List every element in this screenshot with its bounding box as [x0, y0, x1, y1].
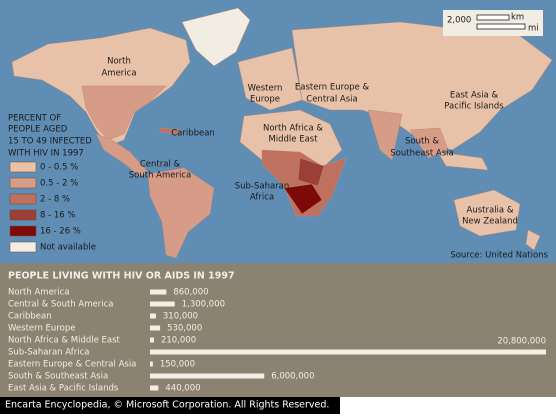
land — [11, 7, 553, 259]
legend-title: 15 TO 49 INFECTED — [8, 137, 92, 147]
bar — [150, 313, 156, 319]
legend-title: PERCENT OF — [8, 114, 61, 124]
chart-title: PEOPLE LIVING WITH HIV OR AIDS IN 1997 — [8, 271, 235, 282]
value-label: 6,000,000 — [271, 372, 314, 382]
legend-title: PEOPLE AGED — [8, 125, 68, 135]
value-label: 530,000 — [167, 324, 202, 334]
value-label: 150,000 — [160, 360, 195, 370]
chart-panel — [0, 263, 556, 397]
region-label: Pacific Islands — [444, 102, 504, 112]
legend-swatch — [9, 209, 37, 221]
legend-swatch — [9, 177, 37, 189]
source: Source: United Nations — [450, 251, 548, 261]
region-label: Southeast Asia — [390, 149, 453, 159]
bar — [150, 325, 161, 331]
legend-label: 0 - 0.5 % — [40, 163, 78, 173]
region-label: Australia & — [467, 206, 514, 216]
legend-swatch — [9, 193, 37, 205]
legend-swatch — [9, 241, 37, 253]
bar — [150, 301, 175, 307]
region-label: Central Asia — [306, 95, 357, 105]
value-label: 310,000 — [163, 312, 198, 322]
region-label: Europe — [250, 95, 280, 105]
legend-label: 16 - 26 % — [40, 227, 81, 237]
bar — [150, 349, 546, 355]
bar-chart: North America 860,000 Central & South Amer… — [8, 288, 546, 394]
region-label: Sub-Saharan — [235, 182, 290, 192]
legend-title: WITH HIV IN 1997 — [8, 149, 84, 159]
legend-swatch — [9, 161, 37, 173]
region-label: North Africa & — [263, 124, 323, 134]
region-label: Africa — [250, 193, 274, 203]
category-label: Eastern Europe & Central Asia — [8, 360, 136, 370]
bar — [150, 385, 159, 391]
value-label: 1,300,000 — [182, 300, 225, 310]
bar — [150, 337, 154, 343]
bar — [150, 373, 265, 379]
legend: PERCENT OF PEOPLE AGED 15 TO 49 INFECTED… — [8, 114, 96, 253]
scale-km — [476, 14, 510, 21]
value-label: 440,000 — [165, 384, 200, 394]
category-label: Caribbean — [8, 312, 52, 322]
region-label: Caribbean — [171, 129, 215, 139]
legend-swatch — [9, 225, 37, 237]
region-label: Western — [248, 84, 283, 94]
scale-mi — [476, 23, 526, 30]
region-label: America — [101, 69, 136, 79]
category-label: Sub-Saharan Africa — [8, 348, 89, 358]
category-label: South & Southeast Asia — [8, 372, 108, 382]
category-label: North Africa & Middle East — [8, 336, 121, 346]
category-label: North America — [8, 288, 70, 298]
region-label: South America — [129, 171, 191, 181]
region-labels: North America Caribbean Central & South … — [101, 57, 517, 227]
legend-label: 2 - 8 % — [40, 195, 70, 205]
region-label: New Zealand — [462, 217, 518, 227]
legend-label: 8 - 16 % — [40, 211, 75, 221]
region-label: South & — [405, 137, 439, 147]
region-label: East Asia & — [450, 91, 499, 101]
category-label: Central & South America — [8, 300, 113, 310]
value-label: 210,000 — [161, 336, 196, 346]
region-label: Middle East — [268, 135, 318, 145]
category-label: East Asia & Pacific Islands — [8, 384, 119, 394]
region-label: Central & — [140, 160, 181, 170]
value-label: 20,800,000 — [497, 337, 546, 347]
scale-box — [443, 10, 543, 36]
scale-distance: 2,000 — [447, 16, 471, 26]
legend-label: Not available — [40, 243, 96, 253]
scale-unit: mi — [528, 24, 539, 34]
region-label: North — [107, 57, 131, 67]
bar — [150, 289, 167, 295]
footer-bg — [0, 397, 340, 414]
scale-bar: 2,000 km mi — [443, 10, 543, 36]
legend-label: 0.5 - 2 % — [40, 179, 78, 189]
bar — [150, 361, 153, 367]
value-label: 860,000 — [173, 288, 208, 298]
scale-unit: km — [511, 13, 524, 23]
region-label: Eastern Europe & — [295, 83, 370, 93]
category-label: Western Europe — [8, 324, 75, 334]
footer: Encarta Encyclopedia, © Microsoft Corpor… — [5, 400, 329, 411]
